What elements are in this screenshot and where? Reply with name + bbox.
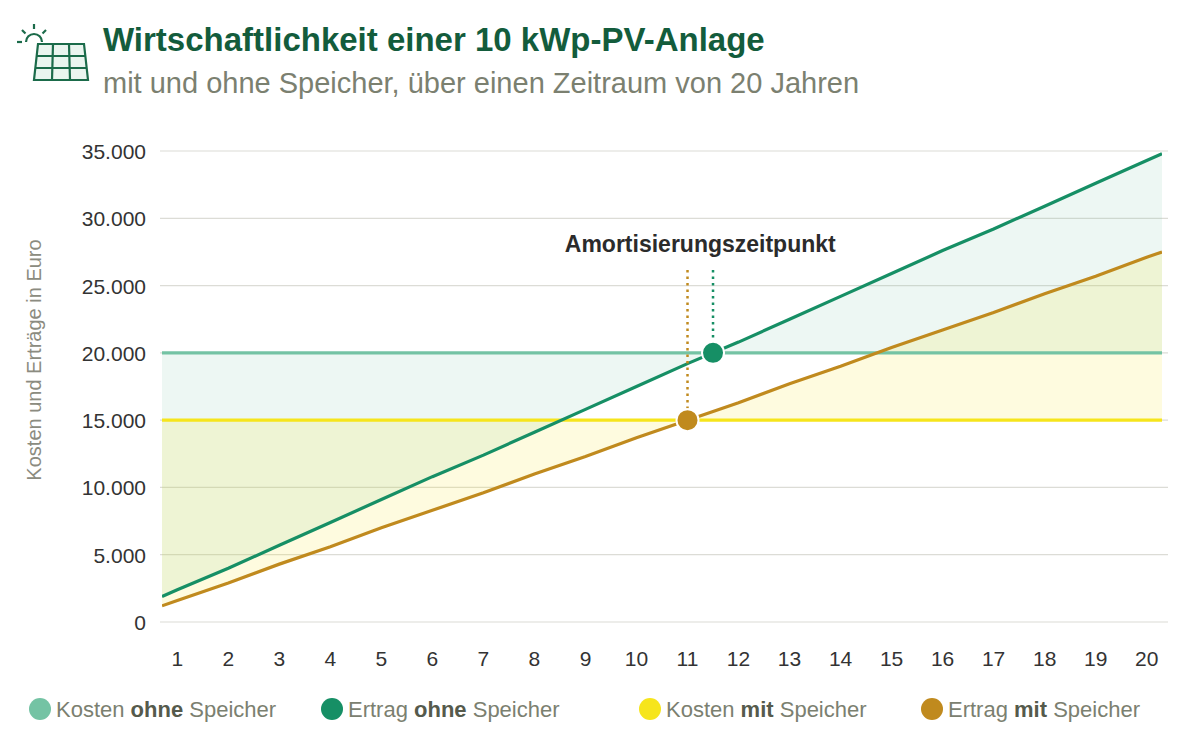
legend-word: Ertrag xyxy=(348,697,414,722)
icon-grid xyxy=(69,44,70,80)
legend-word: mit xyxy=(741,697,775,722)
icon-grid xyxy=(35,67,87,69)
legend-word: ohne xyxy=(414,697,467,722)
x-tick-label: 15 xyxy=(880,647,903,670)
annotation-point xyxy=(677,409,699,431)
x-tick-label: 13 xyxy=(778,647,801,670)
legend-word: Speicher xyxy=(1047,697,1140,722)
annotation-guide xyxy=(686,270,689,408)
legend-word: mit xyxy=(1014,697,1048,722)
x-tick-label: 4 xyxy=(325,647,337,670)
grid-line xyxy=(160,420,1168,421)
x-tick-label: 8 xyxy=(529,647,541,670)
legend-label: Kosten mit Speicher xyxy=(666,697,867,722)
subtitle: mit und ohne Speicher, über einen Zeitra… xyxy=(103,67,859,99)
x-tick-label: 7 xyxy=(478,647,490,670)
grid-line xyxy=(160,621,1168,622)
legend-word: Speicher xyxy=(183,697,276,722)
series-line xyxy=(162,154,1162,597)
annotation-text: Amortisierungszeitpunkt xyxy=(565,231,836,257)
annotation-point xyxy=(702,342,724,364)
legend-marker xyxy=(29,698,51,720)
x-tick-label: 20 xyxy=(1135,647,1158,670)
icon-ray xyxy=(43,30,47,34)
legend-word: Kosten xyxy=(56,697,131,722)
legend-word: Speicher xyxy=(774,697,867,722)
icon-panel xyxy=(34,44,88,80)
y-tick-label: 0 xyxy=(134,611,146,634)
annotation-guide xyxy=(712,270,715,341)
x-tick-label: 18 xyxy=(1033,647,1056,670)
x-tick-label: 1 xyxy=(171,647,183,670)
icon-sun xyxy=(26,34,42,42)
legend-item: Kosten ohne Speicher xyxy=(29,697,276,722)
y-tick-label: 5.000 xyxy=(93,544,146,567)
x-tick-label: 2 xyxy=(222,647,234,670)
y-tick-label: 25.000 xyxy=(82,275,146,298)
icon-grid xyxy=(36,55,86,57)
y-tick-label: 35.000 xyxy=(82,140,146,163)
x-tick-label: 3 xyxy=(274,647,286,670)
legend-word: Kosten xyxy=(666,697,741,722)
grid-line xyxy=(160,150,1168,151)
y-tick-label: 15.000 xyxy=(82,409,146,432)
legend-label: Kosten ohne Speicher xyxy=(56,697,276,722)
area-fill xyxy=(162,252,1162,606)
legend-word: ohne xyxy=(131,697,184,722)
x-tick-label: 14 xyxy=(829,647,853,670)
legend-marker xyxy=(639,698,661,720)
series-line xyxy=(162,252,1162,606)
legend-marker xyxy=(321,698,343,720)
x-tick-label: 12 xyxy=(727,647,750,670)
legend-label: Ertrag mit Speicher xyxy=(948,697,1140,722)
legend-item: Kosten mit Speicher xyxy=(639,697,867,722)
y-axis-label: Kosten und Erträge in Euro xyxy=(23,239,45,480)
legend-word: Speicher xyxy=(467,697,560,722)
icon-ray xyxy=(33,24,35,29)
series-line xyxy=(162,351,1162,354)
x-tick-label: 9 xyxy=(580,647,592,670)
legend-word: Ertrag xyxy=(948,697,1014,722)
x-tick-label: 17 xyxy=(982,647,1005,670)
icon-grid xyxy=(52,44,53,80)
title: Wirtschaftlichkeit einer 10 kWp-PV-Anlag… xyxy=(103,21,765,58)
x-tick-label: 10 xyxy=(625,647,648,670)
legend-item: Ertrag ohne Speicher xyxy=(321,697,560,722)
legend-label: Ertrag ohne Speicher xyxy=(348,697,560,722)
grid-line xyxy=(160,352,1168,353)
x-tick-label: 11 xyxy=(677,647,699,670)
legend-item: Ertrag mit Speicher xyxy=(921,697,1140,722)
x-tick-label: 19 xyxy=(1084,647,1107,670)
chart: Wirtschaftlichkeit einer 10 kWp-PV-Anlag… xyxy=(0,0,1200,740)
legend-marker xyxy=(921,698,943,720)
y-tick-label: 10.000 xyxy=(82,476,146,499)
x-tick-label: 5 xyxy=(376,647,388,670)
x-tick-label: 16 xyxy=(931,647,954,670)
x-tick-label: 6 xyxy=(427,647,439,670)
y-tick-label: 30.000 xyxy=(82,207,146,230)
plot-area xyxy=(162,154,1162,606)
y-tick-label: 20.000 xyxy=(82,342,146,365)
icon-ray xyxy=(17,41,22,43)
series-line xyxy=(162,419,1162,422)
icon-ray xyxy=(22,30,26,34)
solar-icon xyxy=(17,24,88,80)
